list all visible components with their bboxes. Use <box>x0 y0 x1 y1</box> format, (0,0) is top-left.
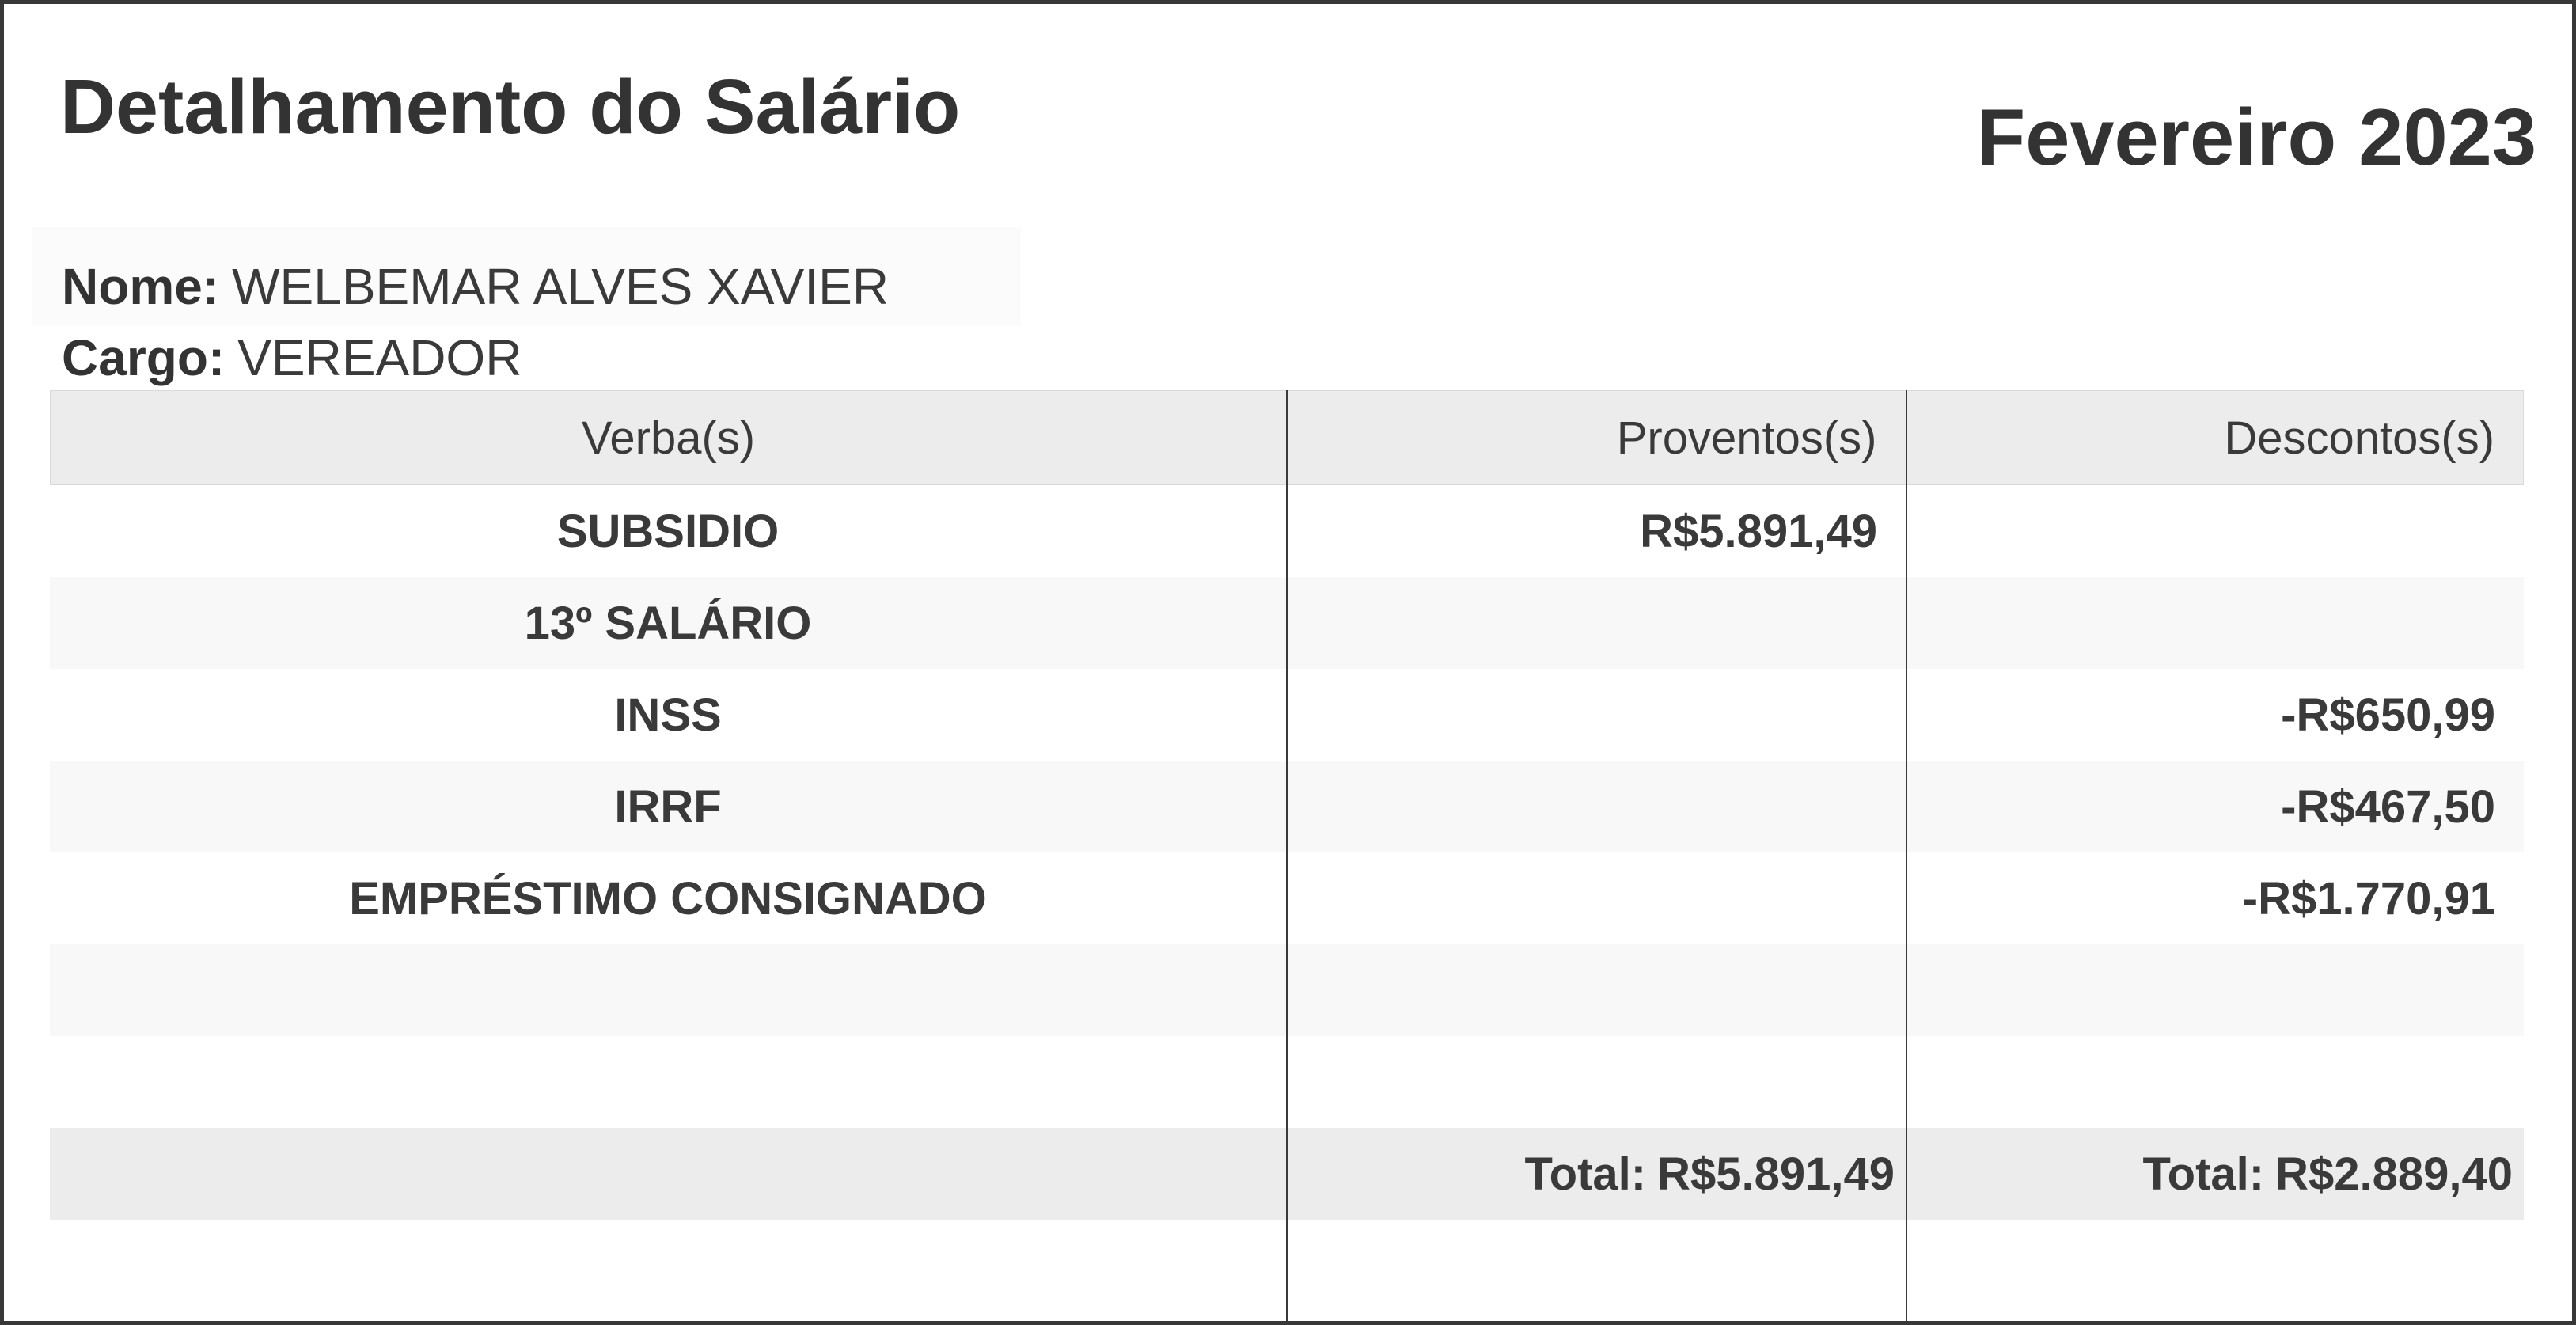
cell-desconto <box>1906 485 2524 577</box>
cell-verba: IRRF <box>614 780 722 833</box>
column-divider-proventos-descontos <box>1906 390 1907 1321</box>
cell-provento <box>1286 944 1906 1036</box>
table-row: INSS -R$650,99 <box>50 669 2524 761</box>
cell-desconto <box>1906 944 2524 1036</box>
cell-verba: SUBSIDIO <box>556 505 780 557</box>
cell-verba: 13º SALÁRIO <box>524 597 812 649</box>
page-title: Detalhamento do Salário <box>60 63 961 150</box>
total-proventos-value: R$5.891,49 <box>1657 1148 1895 1200</box>
employee-name-line: Nome: WELBEMAR ALVES XAVIER <box>62 261 889 312</box>
total-proventos-cell: Total: R$5.891,49 <box>1286 1128 1906 1220</box>
total-descontos-cell: Total: R$2.889,40 <box>1906 1128 2524 1220</box>
column-divider-verba-proventos <box>1286 390 1288 1321</box>
name-value: WELBEMAR ALVES XAVIER <box>232 258 890 315</box>
cell-provento <box>1286 852 1906 944</box>
column-header-descontos: Descontos(s) <box>2224 412 2495 464</box>
cell-provento: R$5.891,49 <box>1640 505 1877 557</box>
cell-provento <box>1286 1036 1906 1128</box>
cell-desconto: -R$467,50 <box>2281 780 2495 833</box>
cell-desconto <box>1906 1036 2524 1128</box>
table-row: SUBSIDIO R$5.891,49 <box>50 485 2524 577</box>
name-label: Nome: <box>62 258 220 315</box>
total-empty-cell <box>50 1128 1286 1220</box>
cell-provento <box>1286 761 1906 852</box>
table-row: EMPRÉSTIMO CONSIGNADO -R$1.770,91 <box>50 852 2524 944</box>
column-header-verba: Verba(s) <box>581 412 756 464</box>
cell-provento <box>1286 669 1906 761</box>
role-value: VEREADOR <box>237 329 522 386</box>
cell-verba: EMPRÉSTIMO CONSIGNADO <box>349 872 987 924</box>
cell-desconto: -R$1.770,91 <box>2242 872 2495 924</box>
cell-verba <box>50 944 1286 1036</box>
column-header-proventos: Proventos(s) <box>1616 412 1877 464</box>
total-descontos-value: R$2.889,40 <box>2275 1148 2513 1200</box>
role-label: Cargo: <box>62 329 226 386</box>
cell-desconto <box>1906 577 2524 669</box>
total-label: Total: <box>1524 1148 1647 1200</box>
name-highlight <box>32 227 1021 326</box>
cell-verba: INSS <box>614 689 722 741</box>
salary-table: Verba(s) Proventos(s) Descontos(s) SUBSI… <box>50 390 2524 1321</box>
cell-desconto: -R$650,99 <box>2281 689 2495 741</box>
cell-verba <box>50 1036 1286 1128</box>
total-label: Total: <box>2142 1148 2265 1200</box>
employee-role-line: Cargo: VEREADOR <box>62 332 522 383</box>
cell-provento <box>1286 577 1906 669</box>
period-label: Fevereiro 2023 <box>1976 93 2537 182</box>
